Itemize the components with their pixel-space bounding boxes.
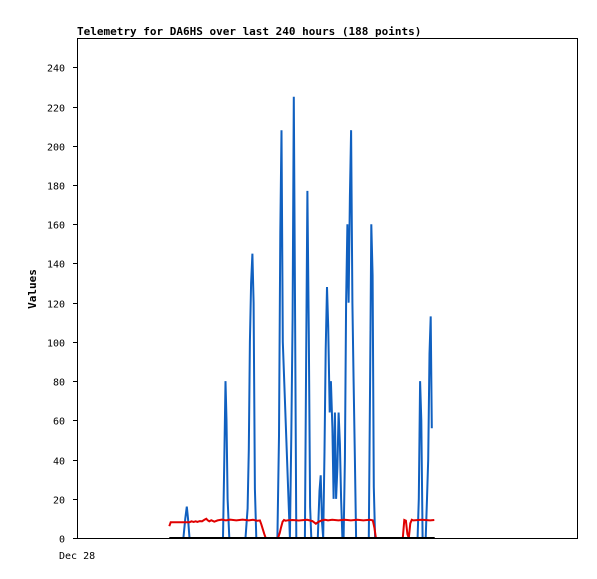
y-tick-label: 240 xyxy=(47,64,65,75)
y-tick-label: 20 xyxy=(53,496,65,507)
y-tick-label: 80 xyxy=(53,378,65,389)
y-tick-label: 40 xyxy=(53,457,65,468)
chart-title: Telemetry for DA6HS over last 240 hours … xyxy=(77,25,421,38)
y-tick-label: 120 xyxy=(47,300,65,311)
y-tick-label: 140 xyxy=(47,260,65,271)
x-axis: Dec 28 xyxy=(59,551,95,562)
y-tick-label: 220 xyxy=(47,104,65,115)
y-tick-label: 60 xyxy=(53,417,65,428)
series-layer xyxy=(168,96,435,539)
y-tick-label: 200 xyxy=(47,143,65,154)
y-tick-label: 100 xyxy=(47,339,65,350)
x-tick-label: Dec 28 xyxy=(59,551,95,562)
y-axis-label: Values xyxy=(26,269,39,309)
series-line-2 xyxy=(168,517,435,539)
y-tick-label: 180 xyxy=(47,182,65,193)
y-tick-label: 0 xyxy=(59,535,65,546)
y-axis: 0 20 40 60 80 100 120 140 160 180 200 220 240 xyxy=(47,64,78,546)
y-tick-label: 160 xyxy=(47,221,65,232)
series-line-1 xyxy=(182,96,433,539)
